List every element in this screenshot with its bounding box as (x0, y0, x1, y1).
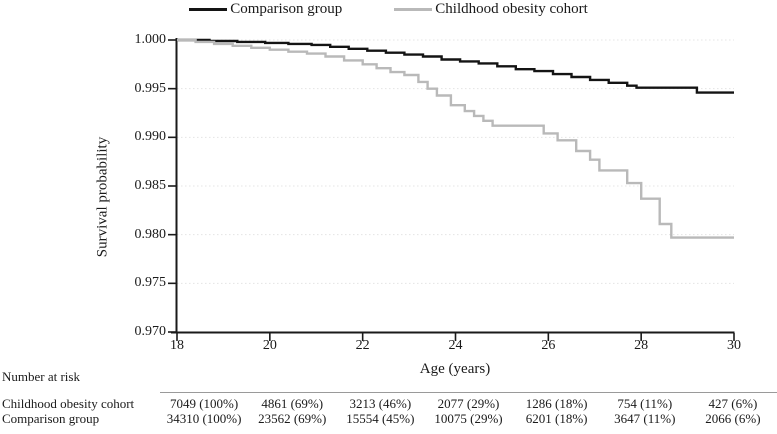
curve-childhood-obesity-cohort (177, 38, 734, 239)
legend-label: Childhood obesity cohort (435, 1, 588, 17)
risk-cell: 10075 (29%) (434, 410, 503, 426)
x-tick-label: 24 (448, 338, 463, 353)
risk-cell: 754 (11%) (617, 396, 673, 411)
x-axis-title: Age (years) (419, 361, 491, 377)
risk-cell: 3213 (46%) (349, 396, 412, 411)
risk-row-label: Comparison group (2, 410, 100, 426)
risk-cell: 6201 (18%) (525, 410, 588, 426)
risk-cell: 4861 (69%) (261, 396, 324, 411)
y-tick-label: 1.000 (134, 32, 167, 47)
x-tick-label: 28 (634, 338, 649, 353)
risk-cell: 2066 (6%) (705, 410, 761, 426)
risk-table-separator (160, 392, 777, 393)
risk-row-label: Childhood obesity cohort (2, 396, 135, 411)
y-tick-label: 0.995 (134, 80, 167, 96)
legend-item-comparison-group: Comparison group (189, 1, 342, 18)
chart-legend: Comparison group Childhood obesity cohor… (0, 1, 777, 18)
y-tick-label: 0.980 (134, 226, 167, 242)
risk-table-row-comparison-group: Comparison group 34310 (100%) 23562 (69%)… (0, 410, 777, 427)
x-tick-label: 30 (727, 338, 741, 353)
risk-cell: 23562 (69%) (258, 410, 327, 426)
y-tick-label: 0.985 (134, 178, 167, 193)
risk-table-title: Number at risk (2, 369, 80, 384)
x-tick-label: 26 (541, 338, 556, 353)
legend-label: Comparison group (230, 1, 343, 17)
risk-cell: 34310 (100%) (166, 410, 242, 426)
childhood-obesity-line-swatch (394, 8, 433, 11)
risk-cell: 1286 (18%) (525, 396, 588, 411)
legend-item-childhood-obesity-cohort: Childhood obesity cohort (394, 1, 588, 18)
risk-table-row-childhood-obesity: Childhood obesity cohort 7049 (100%) 4861… (0, 396, 777, 412)
risk-cell: 3647 (11%) (614, 410, 676, 426)
y-tick-label: 0.975 (134, 275, 167, 291)
x-tick-label: 18 (170, 338, 184, 353)
risk-cell: 15554 (45%) (346, 410, 415, 426)
x-tick-label: 20 (262, 338, 277, 353)
y-tick-label: 0.970 (134, 324, 167, 339)
risk-cell: 2077 (29%) (437, 396, 500, 411)
risk-cell: 7049 (100%) (169, 396, 239, 411)
y-tick-label: 0.990 (134, 129, 167, 145)
y-axis-title: Survival probability (94, 136, 111, 258)
risk-table: Childhood obesity cohort 7049 (100%) 4861… (0, 392, 777, 426)
x-tick-label: 22 (355, 338, 370, 353)
comparison-group-line-swatch (189, 8, 228, 11)
curve-comparison-group (177, 38, 734, 94)
risk-cell: 427 (6%) (708, 396, 758, 411)
